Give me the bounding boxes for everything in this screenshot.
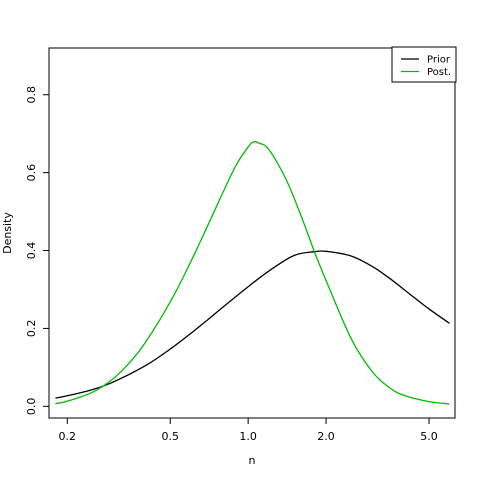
x-tick-label: 0.2 bbox=[59, 430, 77, 443]
legend-label: Prior bbox=[427, 55, 451, 66]
y-tick-label: 0.6 bbox=[25, 164, 38, 182]
legend-label: Post. bbox=[427, 67, 451, 78]
x-tick-label: 1.0 bbox=[239, 430, 257, 443]
x-tick-label: 5.0 bbox=[420, 430, 438, 443]
x-tick-label: 2.0 bbox=[317, 430, 335, 443]
y-tick-label: 0.0 bbox=[25, 398, 38, 416]
x-tick-label: 0.5 bbox=[161, 430, 179, 443]
legend-box bbox=[391, 46, 457, 83]
y-axis: 0.0 0.2 0.4 0.6 0.8 bbox=[25, 86, 49, 415]
plot-frame bbox=[48, 47, 456, 419]
series-layer bbox=[55, 140, 450, 405]
x-axis-label: n bbox=[249, 454, 256, 467]
y-tick-label: 0.2 bbox=[25, 320, 38, 338]
series-line-1 bbox=[55, 140, 450, 405]
y-tick-label: 0.8 bbox=[25, 86, 38, 104]
series-line-0 bbox=[55, 250, 450, 399]
y-axis-label: Density bbox=[1, 212, 14, 254]
x-axis: 0.2 0.5 1.0 2.0 5.0 bbox=[59, 418, 438, 443]
y-tick-label: 0.4 bbox=[25, 242, 38, 259]
